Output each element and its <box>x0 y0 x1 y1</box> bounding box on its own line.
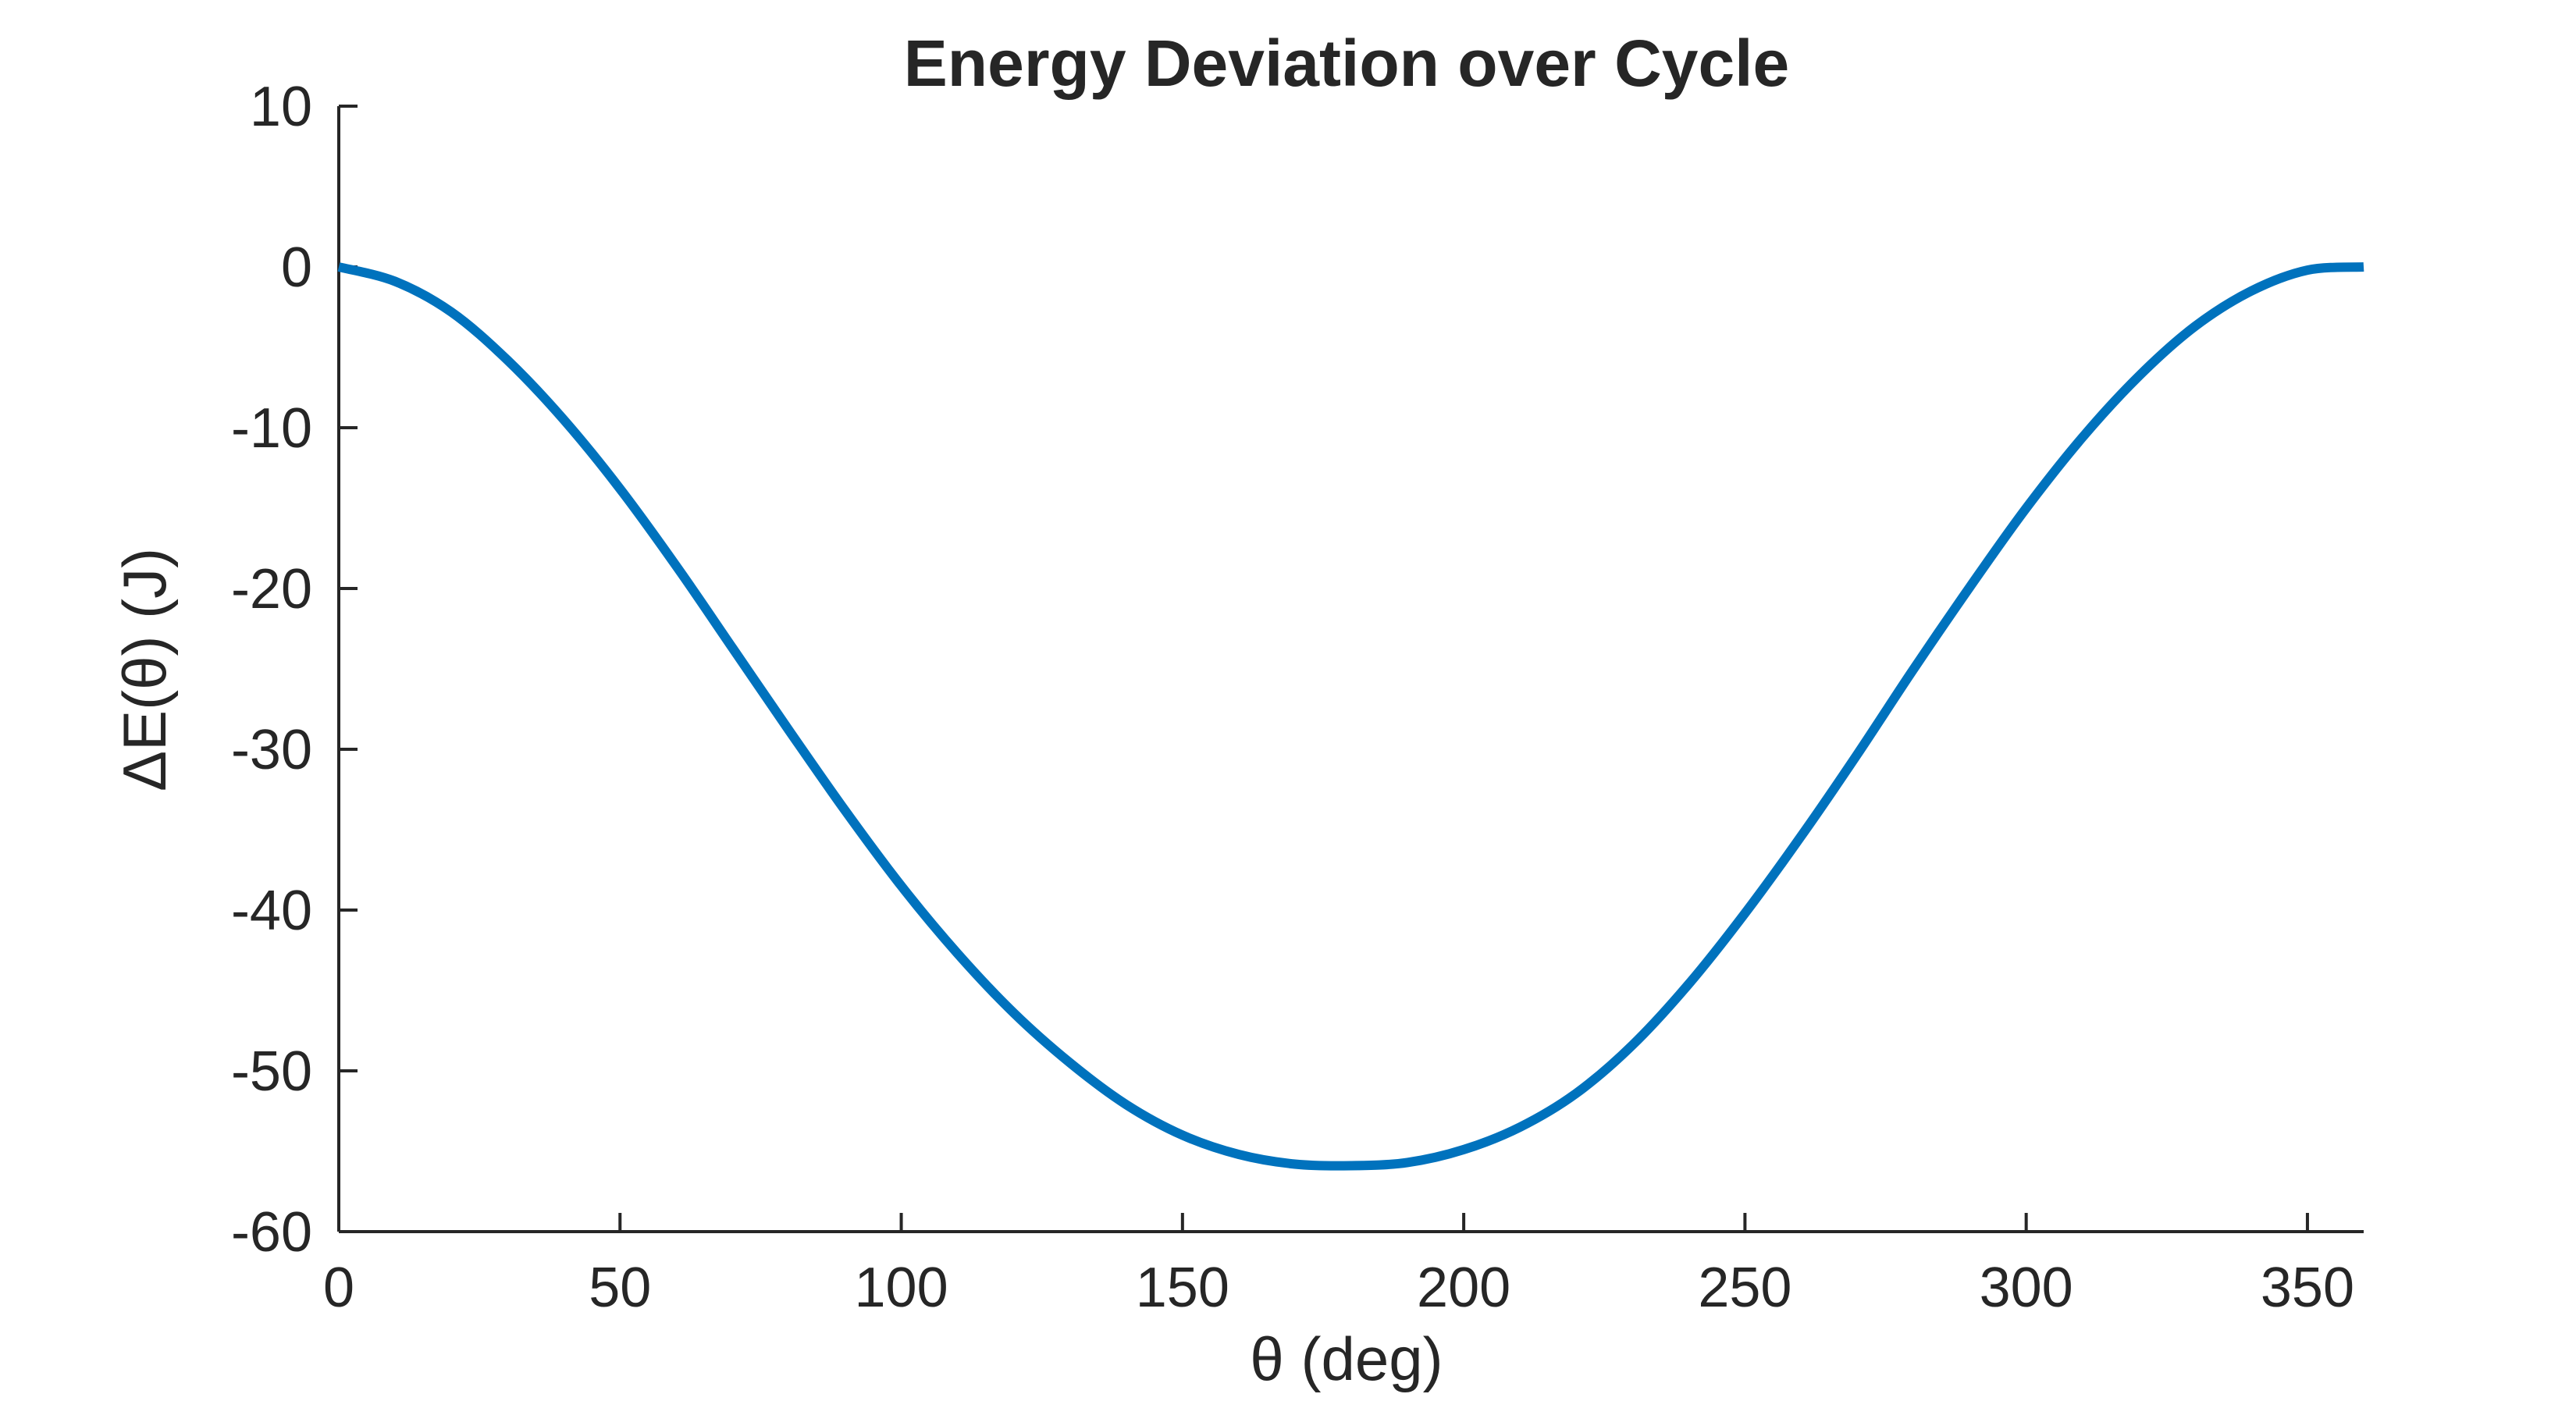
y-tick-label: -10 <box>231 397 312 460</box>
x-tick-label: 50 <box>589 1257 651 1319</box>
y-tick-label: -50 <box>231 1040 312 1103</box>
y-tick-label: 10 <box>250 76 312 138</box>
y-tick-label: -60 <box>231 1201 312 1264</box>
x-axis-label: θ (deg) <box>1250 1325 1443 1393</box>
x-axis-ticks: 0 50 100 150 200 250 300 350 <box>323 1213 2354 1319</box>
x-tick-label: 300 <box>1980 1257 2073 1319</box>
x-tick-label: 150 <box>1136 1257 1229 1319</box>
x-tick-label: 200 <box>1417 1257 1510 1319</box>
y-axis-ticks: 10 0 -10 -20 -30 -40 -50 -60 <box>231 76 358 1264</box>
y-tick-label: -20 <box>231 558 312 620</box>
x-tick-label: 100 <box>854 1257 948 1319</box>
y-tick-label: -40 <box>231 880 312 942</box>
chart-title: Energy Deviation over Cycle <box>904 27 1789 100</box>
y-axis-label: ΔE(θ) (J) <box>110 548 179 791</box>
x-tick-label: 250 <box>1698 1257 1791 1319</box>
y-tick-label: 0 <box>281 236 312 299</box>
x-tick-label: 350 <box>2261 1257 2354 1319</box>
x-tick-label: 0 <box>323 1257 354 1319</box>
energy-deviation-line <box>337 262 2364 1171</box>
y-tick-label: -30 <box>231 719 312 781</box>
